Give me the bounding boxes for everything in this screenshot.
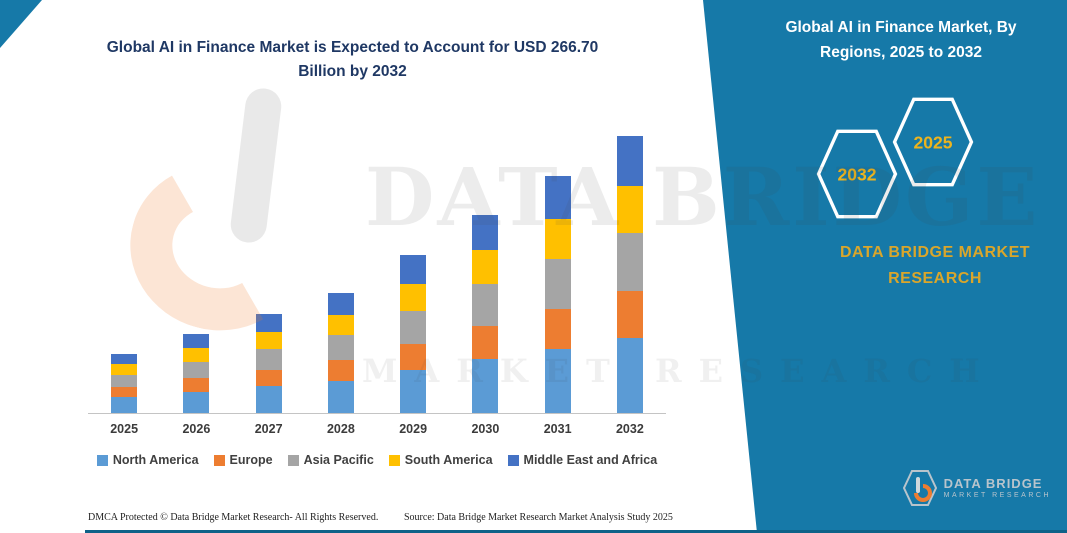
bottom-rule bbox=[85, 530, 1067, 533]
bar-segment bbox=[111, 353, 138, 365]
hexagon-outline-2025 bbox=[892, 97, 974, 187]
legend-item: South America bbox=[388, 453, 493, 467]
x-axis-tick-label: 2030 bbox=[471, 422, 500, 436]
bar-segment bbox=[400, 370, 427, 413]
bar-segment bbox=[183, 391, 210, 413]
bar-segment bbox=[111, 397, 138, 413]
logo-wordmark: DATA BRIDGE bbox=[943, 476, 1043, 491]
hexagon-outline-2032 bbox=[816, 129, 898, 219]
company-logo: DATA BRIDGE MARKET RESEARCH bbox=[902, 469, 1051, 507]
bar-segment bbox=[327, 380, 354, 413]
bar-segment bbox=[400, 283, 427, 311]
brand-name: DATA BRIDGE MARKET RESEARCH bbox=[839, 244, 1031, 287]
bar-segment bbox=[327, 360, 354, 381]
source-note: Source: Data Bridge Market Research Mark… bbox=[404, 512, 673, 523]
bar-segment bbox=[255, 331, 282, 349]
chart-legend: North America Europe Asia Pacific South Ame… bbox=[88, 453, 666, 467]
bar-segment bbox=[472, 325, 499, 360]
legend-item: Europe bbox=[213, 453, 273, 467]
bar-segment bbox=[111, 374, 138, 387]
x-axis-tick-label: 2025 bbox=[110, 422, 139, 436]
bar-segment bbox=[183, 378, 210, 392]
bar-segment bbox=[472, 214, 499, 251]
bar-segment bbox=[327, 293, 354, 315]
bar-column bbox=[594, 120, 666, 413]
dmca-notice: DMCA Protected © Data Bridge Market Rese… bbox=[88, 512, 379, 523]
bar-segment bbox=[183, 334, 210, 349]
legend-swatch bbox=[287, 454, 299, 466]
bar-column bbox=[377, 120, 449, 413]
x-axis-tick-label: 2032 bbox=[615, 422, 644, 436]
bar-segment bbox=[544, 218, 571, 259]
panel-title: Global AI in Finance Market, By Regions,… bbox=[785, 19, 1017, 61]
bar-segment bbox=[400, 343, 427, 371]
bar-segment bbox=[472, 250, 499, 285]
x-axis-labels: 2025 2026 2027 2028 2029 2030 2031 2032 bbox=[88, 422, 666, 436]
side-panel: Global AI in Finance Market, By Regions,… bbox=[703, 0, 1067, 533]
bar-segment bbox=[327, 314, 354, 336]
legend-item: Asia Pacific bbox=[287, 453, 374, 467]
legend-label: Middle East and Africa bbox=[523, 453, 658, 467]
chart-headline: Global AI in Finance Market is Expected … bbox=[106, 39, 599, 81]
bar-segment bbox=[327, 335, 354, 361]
bar-segment bbox=[472, 359, 499, 413]
bar-column bbox=[449, 120, 521, 413]
bar-column bbox=[88, 120, 160, 413]
bar-segment bbox=[255, 386, 282, 413]
legend-swatch bbox=[213, 454, 225, 466]
year-badge-2025: 2025 bbox=[892, 97, 974, 187]
badge-2032-label: 2032 bbox=[837, 165, 876, 185]
bar-segment bbox=[616, 338, 643, 413]
bar-segment bbox=[544, 349, 571, 413]
corner-accent-triangle bbox=[0, 0, 42, 48]
bar-segment bbox=[400, 255, 427, 284]
x-axis-tick-label: 2028 bbox=[326, 422, 355, 436]
x-axis-tick-label: 2029 bbox=[399, 422, 428, 436]
bar-segment bbox=[400, 310, 427, 344]
legend-label: Asia Pacific bbox=[303, 453, 374, 467]
bar-segment bbox=[255, 314, 282, 332]
legend-swatch bbox=[388, 454, 400, 466]
bar-segment bbox=[544, 176, 571, 219]
bar-segment bbox=[616, 136, 643, 186]
legend-item: North America bbox=[96, 453, 199, 467]
legend-label: North America bbox=[112, 453, 199, 467]
footer: DMCA Protected © Data Bridge Market Rese… bbox=[88, 512, 688, 523]
bar-segment bbox=[544, 259, 571, 309]
stacked-bar-chart: 2025 2026 2027 2028 2029 2030 2031 2032 North A… bbox=[88, 120, 666, 467]
x-axis-tick-label: 2026 bbox=[182, 422, 211, 436]
x-axis-tick-label: 2031 bbox=[543, 422, 572, 436]
bar-column bbox=[305, 120, 377, 413]
bar-segment bbox=[255, 348, 282, 370]
legend-swatch bbox=[507, 454, 519, 466]
bar-column bbox=[522, 120, 594, 413]
bar-column bbox=[233, 120, 305, 413]
bar-segment bbox=[616, 185, 643, 234]
bar-segment bbox=[183, 348, 210, 362]
bar-segment bbox=[111, 364, 138, 375]
legend-swatch bbox=[96, 454, 108, 466]
bar-segment bbox=[255, 369, 282, 387]
legend-label: Europe bbox=[229, 453, 273, 467]
x-axis-tick-label: 2027 bbox=[254, 422, 283, 436]
logo-tagline: MARKET RESEARCH bbox=[943, 491, 1051, 499]
bar-segment bbox=[544, 308, 571, 350]
bar-segment bbox=[183, 361, 210, 379]
plot-area bbox=[88, 120, 666, 414]
bar-segment bbox=[111, 386, 138, 398]
legend-item: Middle East and Africa bbox=[507, 453, 658, 467]
badge-2025-label: 2025 bbox=[913, 133, 952, 153]
logo-hexagon-icon bbox=[902, 470, 937, 506]
legend-label: South America bbox=[404, 453, 493, 467]
bar-segment bbox=[616, 233, 643, 292]
bar-column bbox=[160, 120, 232, 413]
bar-segment bbox=[616, 291, 643, 339]
bar-segment bbox=[472, 284, 499, 326]
year-badge-2032: 2032 bbox=[816, 129, 898, 219]
